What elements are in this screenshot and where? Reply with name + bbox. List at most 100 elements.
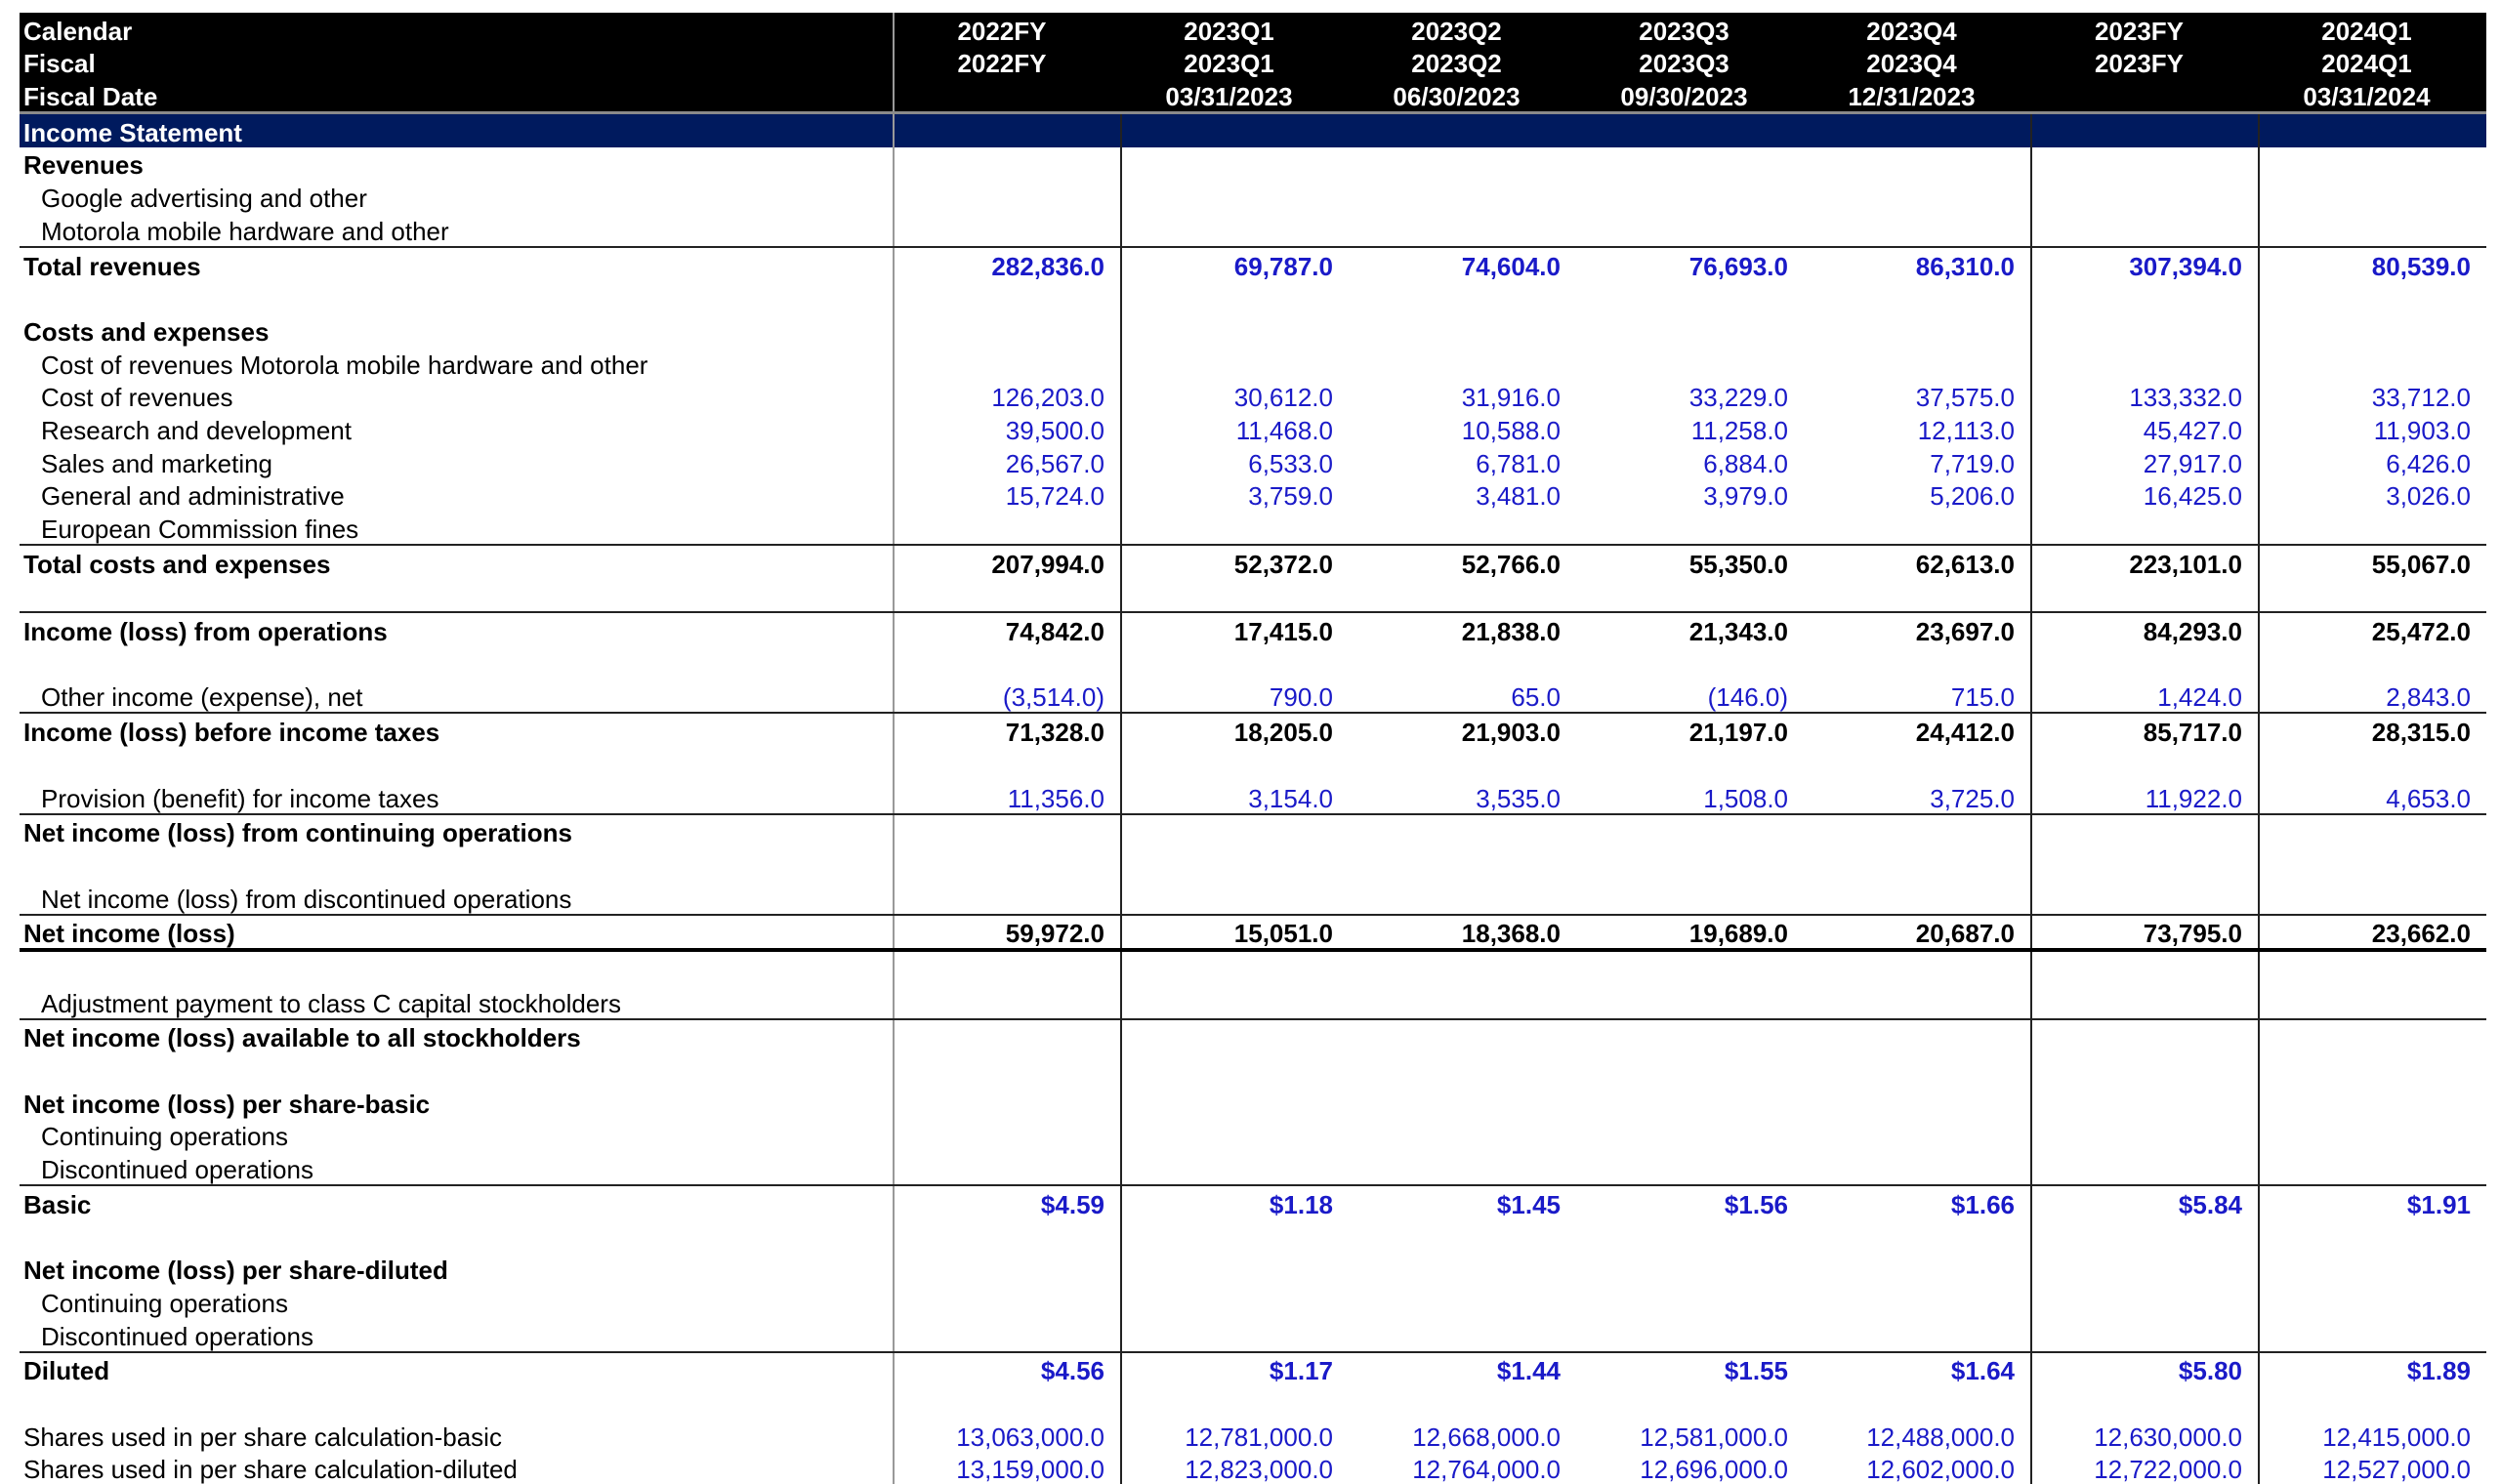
value-cell[interactable]: 3,481.0	[1476, 481, 1561, 512]
value-cell[interactable]: 2,843.0	[2258, 679, 2486, 715]
value-cell[interactable]	[1804, 1317, 2031, 1353]
value-cell[interactable]	[1576, 1119, 1804, 1152]
value-cell[interactable]	[2258, 180, 2486, 214]
value-cell[interactable]: 307,394.0	[2030, 246, 2259, 281]
row-label[interactable]	[20, 1052, 894, 1086]
value-cell[interactable]	[1349, 1019, 1576, 1053]
value-cell[interactable]: 71,328.0	[893, 713, 1121, 748]
value-cell[interactable]	[2030, 180, 2259, 214]
value-cell[interactable]	[1804, 814, 2031, 848]
row-label[interactable]: Net income (loss) per share-diluted	[23, 1256, 448, 1286]
value-cell[interactable]	[893, 578, 1121, 614]
value-cell[interactable]	[1576, 984, 1804, 1020]
value-cell[interactable]	[1349, 1385, 1576, 1419]
value-cell[interactable]: 126,203.0	[893, 379, 1121, 413]
value-cell[interactable]	[1120, 180, 1349, 214]
value-cell[interactable]	[2030, 1385, 2259, 1419]
value-cell[interactable]	[1120, 1252, 1349, 1286]
section-cell[interactable]	[1120, 111, 1349, 147]
value-cell[interactable]	[2030, 1118, 2259, 1152]
value-cell[interactable]: 11,922.0	[2030, 779, 2259, 815]
value-cell[interactable]: 7,719.0	[1930, 448, 2015, 478]
header-cell-fiscal[interactable]: 2023Q2	[1349, 45, 1576, 79]
header-cell-calendar[interactable]: 2023Q1	[1121, 13, 1349, 46]
value-cell[interactable]	[1120, 511, 1349, 546]
value-cell[interactable]	[893, 146, 1121, 181]
row-label[interactable]: Basic	[23, 1189, 92, 1219]
value-cell[interactable]: $1.66	[1950, 1189, 2015, 1219]
header-cell-fiscal[interactable]: 2022FY	[893, 45, 1121, 79]
value-cell[interactable]: 86,310.0	[1915, 251, 2015, 281]
value-cell[interactable]	[1349, 1219, 1576, 1253]
value-cell[interactable]	[2258, 1151, 2486, 1187]
value-cell[interactable]	[1349, 950, 1576, 985]
value-cell[interactable]	[893, 950, 1121, 985]
value-cell[interactable]	[1349, 313, 1576, 347]
row-label[interactable]: Net income (loss) from continuing operat…	[23, 818, 572, 848]
value-cell[interactable]	[1804, 578, 2031, 614]
section-cell[interactable]	[1349, 111, 1576, 147]
row-label[interactable]	[20, 1219, 894, 1253]
header-cell-calendar[interactable]: 2023Q2	[1349, 13, 1576, 46]
value-cell[interactable]: 30,612.0	[1120, 379, 1349, 413]
value-cell[interactable]	[2030, 280, 2259, 314]
value-cell[interactable]: $1.45	[1496, 1189, 1561, 1219]
value-cell[interactable]	[2030, 346, 2259, 380]
value-cell[interactable]	[2258, 747, 2486, 780]
value-cell[interactable]	[1120, 847, 1349, 881]
value-cell[interactable]	[893, 747, 1121, 780]
row-label[interactable]: Income (loss) before income taxes	[23, 718, 440, 748]
value-cell[interactable]	[2030, 213, 2259, 248]
value-cell[interactable]: 12,823,000.0	[1120, 1451, 1349, 1484]
value-cell[interactable]	[893, 1385, 1121, 1419]
value-cell[interactable]	[1576, 180, 1804, 213]
value-cell[interactable]	[893, 1285, 1121, 1318]
header-cell-calendar[interactable]: 2023FY	[2031, 13, 2259, 46]
value-cell[interactable]	[2258, 146, 2486, 181]
section-cell[interactable]	[893, 111, 1121, 147]
value-cell[interactable]	[1349, 814, 1576, 848]
value-cell[interactable]: $4.59	[893, 1185, 1121, 1219]
value-cell[interactable]: 12,630,000.0	[2030, 1418, 2259, 1452]
value-cell[interactable]: 23,697.0	[1915, 617, 2015, 647]
value-cell[interactable]	[893, 180, 1121, 214]
row-label[interactable]: Diluted	[23, 1356, 110, 1386]
value-cell[interactable]	[1804, 950, 2031, 985]
value-cell[interactable]: 1,508.0	[1576, 779, 1804, 815]
row-label[interactable]: Sales and marketing	[41, 448, 273, 478]
value-cell[interactable]	[2258, 880, 2486, 916]
value-cell[interactable]	[893, 813, 1121, 848]
value-cell[interactable]	[1804, 1086, 2031, 1119]
header-cell-date[interactable]: 03/31/2024	[2259, 78, 2486, 113]
value-cell[interactable]: 12,415,000.0	[2258, 1418, 2486, 1452]
value-cell[interactable]	[2258, 1285, 2486, 1318]
value-cell[interactable]: 28,315.0	[2258, 713, 2486, 748]
value-cell[interactable]	[2030, 313, 2259, 347]
value-cell[interactable]: (146.0)	[1576, 679, 1804, 715]
value-cell[interactable]	[2030, 1052, 2259, 1086]
row-label[interactable]: European Commission fines	[20, 511, 894, 546]
value-cell[interactable]: 3,979.0	[1703, 481, 1788, 512]
header-label[interactable]: Fiscal Date	[20, 78, 894, 113]
value-cell[interactable]: 790.0	[1120, 679, 1349, 715]
value-cell[interactable]: $1.64	[1950, 1356, 2015, 1386]
value-cell[interactable]: 3,725.0	[1804, 779, 2031, 815]
value-cell[interactable]	[1349, 646, 1576, 680]
value-cell[interactable]: $1.56	[1724, 1189, 1788, 1219]
value-cell[interactable]	[893, 880, 1121, 916]
value-cell[interactable]	[2258, 950, 2486, 985]
value-cell[interactable]: 26,567.0	[893, 444, 1121, 478]
value-cell[interactable]	[2258, 646, 2486, 680]
value-cell[interactable]: 55,067.0	[2258, 545, 2486, 579]
value-cell[interactable]	[1804, 1385, 2031, 1419]
value-cell[interactable]	[1804, 180, 2031, 213]
value-cell[interactable]	[1804, 847, 2031, 881]
value-cell[interactable]: 282,836.0	[893, 246, 1121, 281]
value-cell[interactable]: 4,653.0	[2258, 779, 2486, 815]
row-label[interactable]	[20, 950, 894, 985]
value-cell[interactable]: $4.56	[893, 1351, 1121, 1386]
value-cell[interactable]: 76,693.0	[1688, 251, 1788, 281]
row-label[interactable]: Provision (benefit) for income taxes	[20, 779, 894, 815]
value-cell[interactable]	[1349, 847, 1576, 881]
value-cell[interactable]: $1.18	[1120, 1185, 1349, 1219]
